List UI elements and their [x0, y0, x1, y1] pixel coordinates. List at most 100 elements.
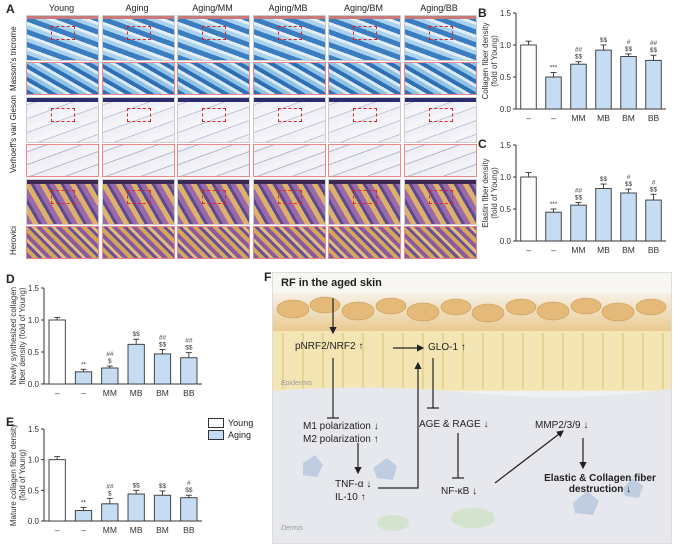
histo-zoom-image — [177, 144, 250, 177]
node-glo1: GLO-1 ↑ — [428, 342, 466, 353]
bar — [153, 353, 172, 385]
category-label: BM — [156, 388, 169, 398]
bar — [127, 493, 145, 522]
bar — [153, 494, 172, 522]
histo-zoom-image — [252, 226, 326, 259]
chart-new-collagen: 0.0 0.5 1.0 1.5 Newly synthesized collagen fi… — [9, 284, 202, 398]
zoom-region-box — [202, 26, 226, 40]
histo-column-header: Aging/BM — [343, 3, 384, 13]
zoom-region-box — [51, 190, 75, 204]
category-label: BB — [648, 245, 660, 255]
histo-zoom-image — [328, 62, 401, 95]
zoom-region-box — [51, 108, 75, 122]
category-label: – — [526, 113, 531, 123]
significance-label: $$ — [575, 195, 583, 202]
histo-column-header: Aging — [125, 3, 149, 13]
y-axis-label: Elastin fiber density — [481, 158, 490, 227]
histo-zoom-image — [328, 144, 401, 177]
y-axis-label: Newly synthesized collagen — [9, 287, 18, 385]
zoom-region-box — [126, 190, 151, 204]
bar — [180, 497, 198, 522]
significance-label: $$ — [600, 176, 608, 183]
histo-overview-image — [177, 15, 250, 61]
diagram-title: RF in the aged skin — [281, 277, 382, 289]
significance-label: ** — [81, 500, 87, 507]
bar — [520, 176, 537, 242]
legend-young-label: Young — [228, 418, 254, 428]
y-tick-label: 1.5 — [28, 284, 40, 293]
histo-zoom-image — [403, 62, 477, 95]
diagram-background — [273, 273, 671, 543]
significance-label: $$ — [575, 54, 583, 61]
category-label: MB — [597, 245, 610, 255]
significance-label: $$ — [650, 47, 658, 54]
histo-zoom-image — [26, 144, 99, 177]
histo-overview-image — [101, 97, 175, 143]
histo-zoom-image — [101, 226, 175, 259]
y-tick-label: 1.5 — [28, 425, 40, 434]
y-axis-label: Mature collagen fiber density — [9, 424, 18, 526]
panel-label-d: D — [6, 272, 15, 286]
histo-row-label: Herovici — [9, 226, 18, 255]
histo-column-header: Aging/MB — [268, 3, 308, 13]
panel-label-e: E — [6, 415, 15, 429]
node-nfkb: NF-κB ↓ — [441, 486, 478, 497]
category-label: BB — [648, 113, 660, 123]
histo-column-header: Aging/MM — [192, 3, 233, 13]
bar — [127, 343, 145, 385]
node-outcome: Elastic & Collagen fiber destruction ↓ — [535, 473, 665, 495]
category-label: – — [55, 525, 60, 535]
histo-zoom-image — [177, 226, 250, 259]
significance-label: # — [652, 179, 656, 186]
significance-label: # — [187, 480, 191, 487]
category-label: BM — [622, 113, 635, 123]
histo-zoom-image — [101, 144, 175, 177]
bar — [74, 371, 93, 385]
histo-zoom-image — [101, 62, 175, 95]
legend-swatch-young — [208, 418, 224, 428]
histo-overview-image — [252, 179, 326, 225]
y-tick-label: 0.5 — [28, 348, 40, 357]
label-dermis: Dermis — [281, 525, 304, 532]
y-tick-label: 0.5 — [28, 486, 40, 495]
histo-overview-image — [328, 97, 401, 143]
histo-row-label: Masson's tricrome — [9, 26, 18, 91]
label-epidermis: Epidermis — [281, 380, 313, 387]
bar — [620, 56, 637, 110]
significance-label: $ — [108, 490, 112, 497]
bar — [595, 188, 612, 242]
significance-label: # — [627, 39, 631, 46]
zoom-region-box — [353, 190, 377, 204]
bar — [570, 204, 587, 242]
histo-overview-image — [26, 15, 99, 61]
significance-label: ## — [575, 47, 583, 54]
significance-label: $$ — [600, 37, 608, 44]
node-m1: M1 polarization ↓ — [303, 421, 379, 432]
panel-label-b: B — [478, 6, 487, 20]
bar — [101, 367, 119, 385]
significance-label: $ — [108, 358, 112, 365]
y-axis-label: (fold of Young) — [490, 35, 499, 87]
histo-column-header: Young — [48, 3, 75, 13]
category-label: BM — [156, 525, 169, 535]
significance-label: $$ — [133, 482, 141, 489]
panel-label-f: F — [264, 270, 272, 284]
bar — [620, 192, 637, 242]
y-tick-label: 1.5 — [500, 141, 512, 150]
zoom-region-box — [277, 190, 302, 204]
significance-label: ** — [81, 361, 87, 368]
histo-overview-image — [101, 15, 175, 61]
y-tick-label: 0.0 — [28, 517, 40, 526]
histo-zoom-image — [177, 62, 250, 95]
zoom-region-box — [202, 190, 226, 204]
zoom-region-box — [428, 26, 453, 40]
zoom-region-box — [202, 108, 226, 122]
zoom-region-box — [277, 108, 302, 122]
significance-label: $$ — [159, 341, 167, 348]
y-tick-label: 0.5 — [500, 205, 512, 214]
significance-label: ## — [185, 338, 193, 345]
histo-overview-image — [101, 179, 175, 225]
histo-overview-image — [403, 179, 477, 225]
bar — [645, 59, 662, 110]
significance-label: $$ — [650, 186, 658, 193]
